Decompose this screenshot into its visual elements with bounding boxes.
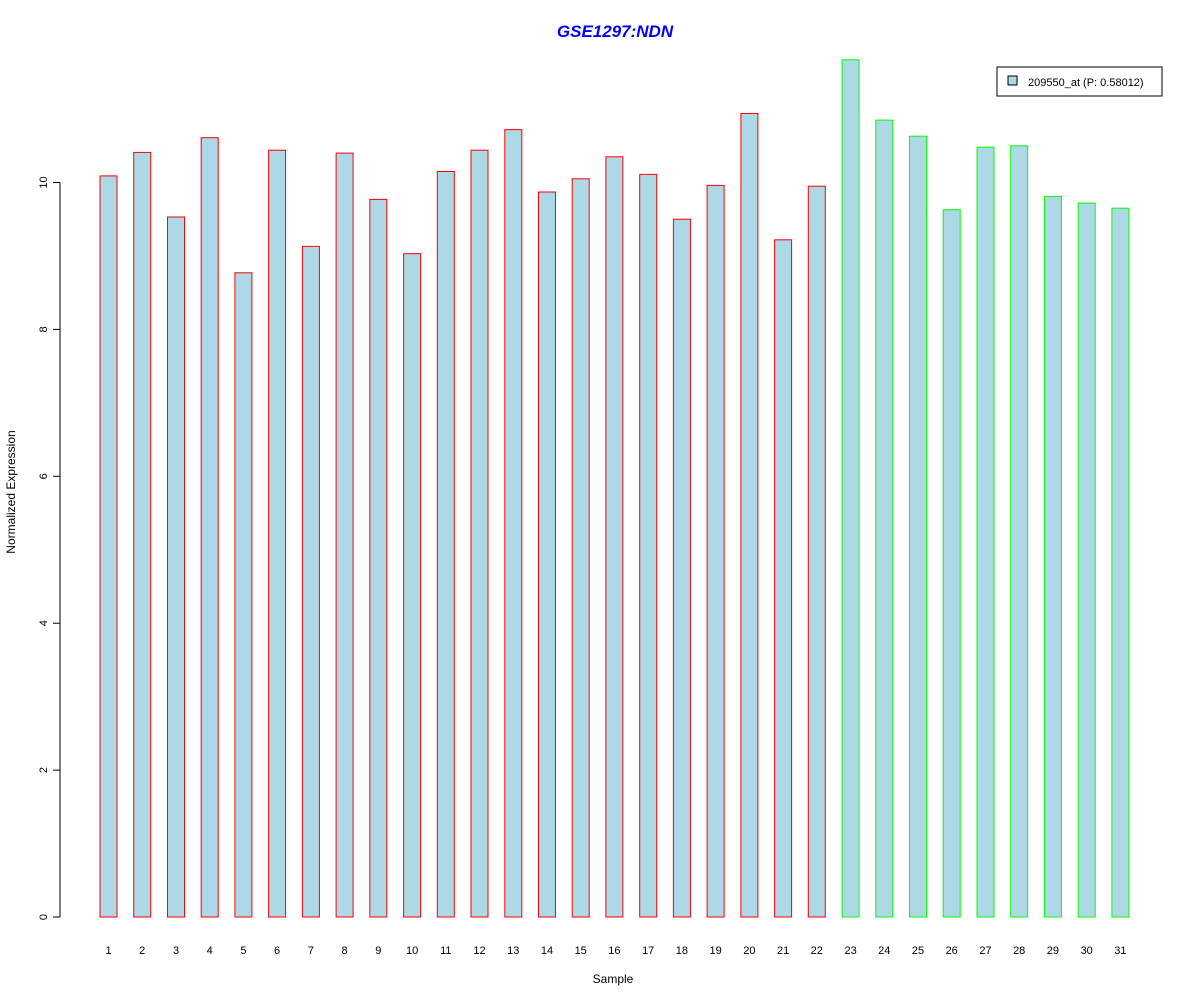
- bar-sample-3: [167, 216, 185, 918]
- x-tick-label: 31: [1114, 945, 1126, 957]
- bar-sample-12: [470, 149, 489, 918]
- bar-sample-29: [1043, 196, 1062, 918]
- x-tick-label: 23: [844, 945, 856, 957]
- bar-sample-20: [740, 113, 759, 918]
- y-tick-label: 8: [38, 326, 50, 332]
- bar-sample-17: [639, 173, 658, 918]
- bar-sample-14: [538, 191, 556, 918]
- legend-swatch: [1007, 75, 1018, 86]
- bar-sample-13: [504, 129, 523, 918]
- x-tick-label: 29: [1047, 945, 1059, 957]
- bar-sample-16: [605, 156, 624, 918]
- bar-sample-22: [807, 185, 826, 918]
- bar-sample-6: [268, 149, 287, 918]
- bar-sample-24: [875, 119, 894, 918]
- x-tick-label: 10: [406, 945, 418, 957]
- bars-group: [99, 59, 1130, 918]
- bar-sample-25: [909, 135, 927, 918]
- bar-sample-23: [841, 59, 860, 918]
- x-tick-label: 18: [676, 945, 688, 957]
- legend-box: [996, 66, 1163, 97]
- x-tick-labels: 1 2 3 4 5 6 7 8 9 10 11 12 13 14 15 16 17 18 19 20 21 22 23 24 2…: [105, 945, 1126, 957]
- bar-sample-19: [706, 184, 725, 918]
- x-tick-label: 13: [507, 945, 519, 957]
- y-tick-label: 4: [38, 620, 50, 626]
- x-tick-label: 4: [207, 945, 213, 957]
- x-tick-label: 17: [642, 945, 654, 957]
- bar-sample-31: [1111, 207, 1130, 918]
- y-tick-label: 6: [38, 473, 50, 479]
- bar-sample-21: [774, 239, 793, 918]
- x-tick-label: 9: [375, 945, 381, 957]
- y-axis-label: Normalized Expression: [4, 430, 18, 553]
- x-tick-label: 3: [173, 945, 179, 957]
- x-axis-label: Sample: [593, 972, 634, 986]
- x-tick-label: 2: [139, 945, 145, 957]
- x-tick-label: 7: [308, 945, 314, 957]
- x-tick-label: 11: [440, 945, 451, 957]
- bar-sample-18: [672, 218, 691, 918]
- bar-sample-28: [1010, 145, 1029, 918]
- y-axis: 0 2 4 6 8 10: [38, 176, 61, 920]
- x-tick-label: 12: [473, 945, 485, 957]
- bar-sample-11: [436, 171, 455, 918]
- bar-sample-4: [200, 137, 219, 918]
- bar-sample-1: [99, 175, 118, 918]
- bar-sample-26: [942, 209, 961, 918]
- x-tick-label: 15: [575, 945, 587, 957]
- bar-sample-27: [976, 146, 995, 918]
- legend-label: 209550_at (P: 0.58012): [1028, 77, 1144, 89]
- x-tick-label: 5: [240, 945, 246, 957]
- x-tick-label: 21: [777, 945, 789, 957]
- bar-sample-9: [369, 198, 388, 918]
- x-tick-label: 27: [979, 945, 991, 957]
- y-tick-label: 10: [38, 176, 50, 188]
- bar-sample-15: [571, 178, 590, 918]
- chart-title: GSE1297:NDN: [557, 22, 674, 41]
- bar-sample-7: [301, 245, 320, 918]
- x-tick-label: 24: [878, 945, 890, 957]
- x-tick-label: 26: [946, 945, 958, 957]
- x-tick-label: 19: [709, 945, 721, 957]
- x-tick-label: 25: [912, 945, 924, 957]
- bar-sample-2: [133, 151, 152, 918]
- x-tick-label: 1: [105, 945, 111, 957]
- bar-sample-10: [403, 253, 422, 918]
- x-tick-label: 30: [1081, 945, 1093, 957]
- legend: 209550_at (P: 0.58012): [996, 66, 1163, 97]
- x-tick-label: 22: [811, 945, 823, 957]
- x-tick-label: 28: [1013, 945, 1025, 957]
- bar-sample-30: [1077, 202, 1096, 918]
- x-tick-label: 14: [541, 945, 553, 957]
- x-tick-label: 8: [342, 945, 348, 957]
- x-tick-label: 6: [274, 945, 280, 957]
- x-tick-label: 16: [608, 945, 620, 957]
- y-tick-label: 0: [38, 914, 50, 920]
- bar-sample-8: [335, 152, 354, 918]
- x-tick-label: 20: [743, 945, 755, 957]
- bar-sample-5: [234, 272, 253, 918]
- y-tick-label: 2: [38, 767, 50, 773]
